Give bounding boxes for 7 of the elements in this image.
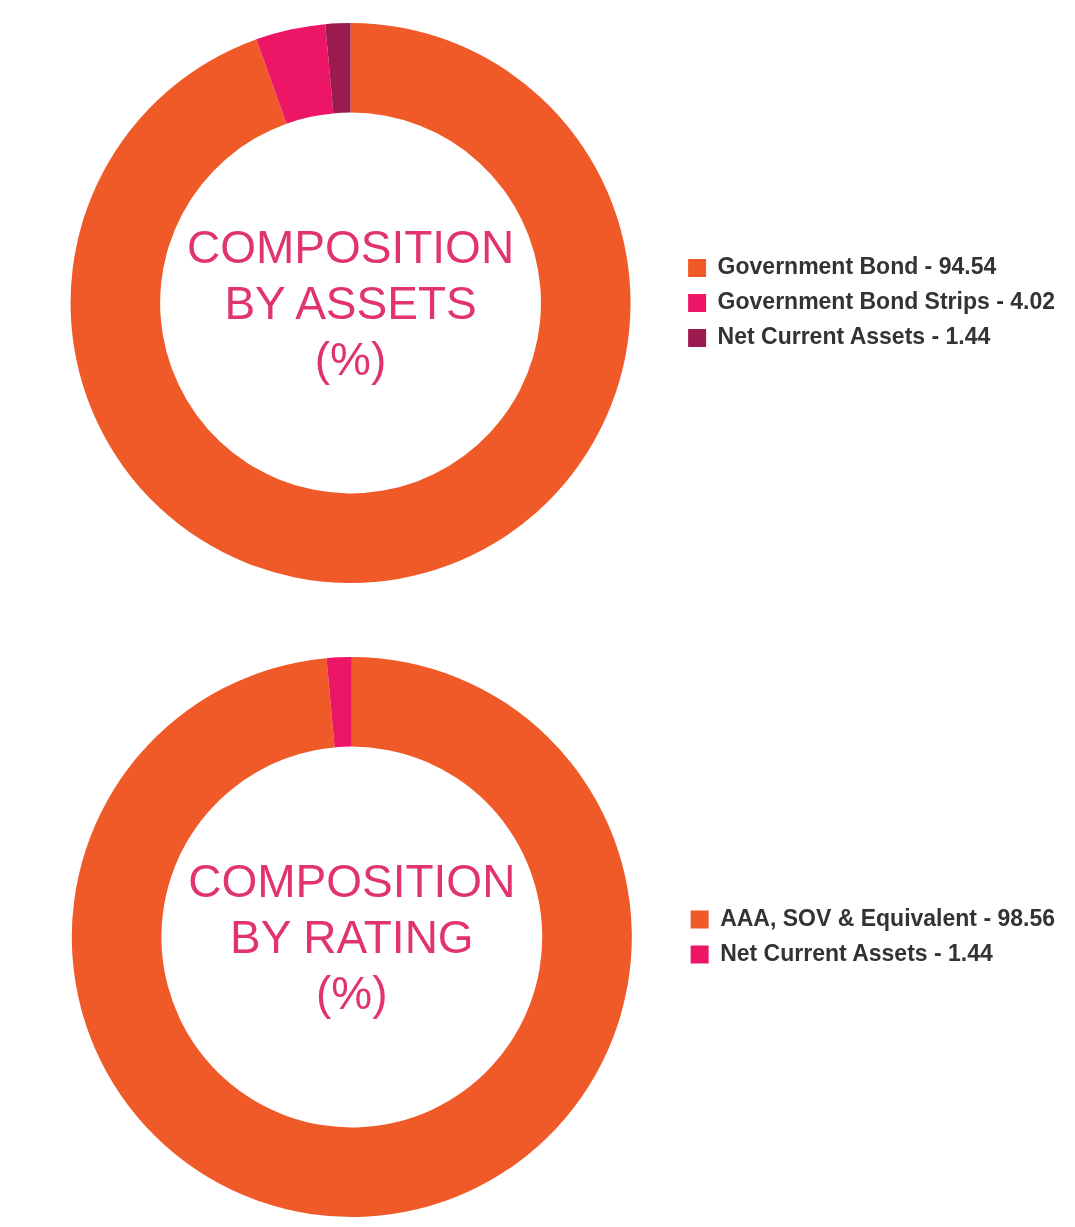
legend-label: AAA, SOV & Equivalent - 98.56: [720, 904, 1055, 931]
legend-label: Government Bond - 94.54: [717, 253, 997, 280]
legend-label: Government Bond Strips - 4.02: [717, 288, 1056, 315]
text: COMPOSITION BY RATING (%): [187, 854, 517, 1021]
text: COMPOSITION BY ASSETS (%): [186, 220, 516, 387]
legend-label: Net Current Assets - 1.44: [720, 939, 994, 966]
legend-label: Net Current Assets - 1.44: [717, 323, 991, 350]
